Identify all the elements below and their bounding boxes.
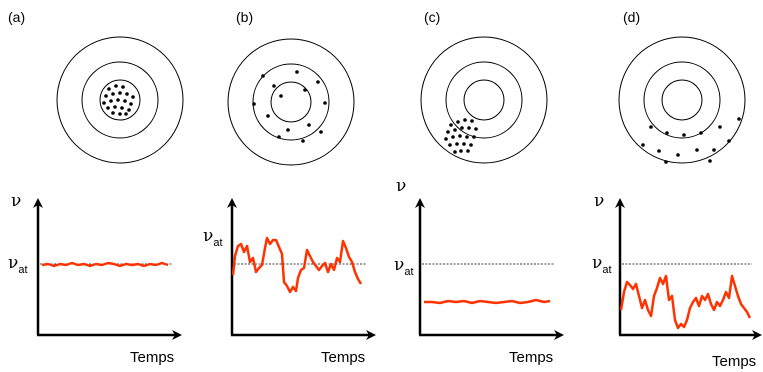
target-d	[618, 36, 746, 164]
middle-ring	[445, 61, 523, 139]
middle-ring	[81, 61, 159, 139]
panel-c-label: (c)	[424, 9, 440, 25]
x-axis-label-d: Temps	[712, 353, 756, 370]
threshold-label-b: νat	[203, 226, 223, 249]
dots-c	[444, 118, 478, 154]
inner-ring	[270, 81, 312, 123]
x-axis-label-a: Temps	[130, 349, 174, 366]
panel-b: (b) νat Temps	[203, 9, 376, 366]
x-axis-label-b: Temps	[321, 349, 365, 366]
trace-a	[41, 261, 169, 268]
outer-ring	[420, 36, 548, 164]
panel-d: (d) ν νat Temps	[592, 9, 762, 370]
panel-c: (c) ν νat Temps	[394, 9, 564, 366]
dots-d	[641, 117, 741, 164]
target-c	[420, 36, 548, 164]
inner-ring	[99, 79, 141, 121]
inner-ring	[661, 79, 703, 121]
target-b	[227, 38, 355, 166]
y-axis-label-c: ν	[396, 176, 406, 196]
dots-a	[102, 84, 135, 116]
outer-ring	[227, 38, 355, 166]
y-axis-label-a: ν	[11, 191, 21, 211]
middle-ring	[252, 63, 330, 141]
x-axis-label-c: Temps	[509, 349, 553, 366]
y-axis-label-d: ν	[594, 191, 604, 211]
inner-ring	[463, 79, 505, 121]
trace-c	[424, 298, 551, 305]
outer-ring	[618, 36, 746, 164]
dots-b	[252, 70, 327, 143]
threshold-label-d: νat	[592, 253, 612, 276]
middle-ring	[643, 61, 721, 139]
threshold-label-c: νat	[394, 255, 414, 278]
panel-a-label: (a)	[8, 9, 25, 25]
panel-b-label: (b)	[236, 9, 253, 25]
panel-a: (a) ν νat Temps	[8, 9, 184, 366]
trace-b	[231, 236, 363, 294]
panel-d-label: (d)	[623, 9, 640, 25]
threshold-label-a: νat	[8, 253, 28, 276]
target-a	[56, 36, 184, 164]
outer-ring	[56, 36, 184, 164]
trace-d	[619, 274, 752, 330]
